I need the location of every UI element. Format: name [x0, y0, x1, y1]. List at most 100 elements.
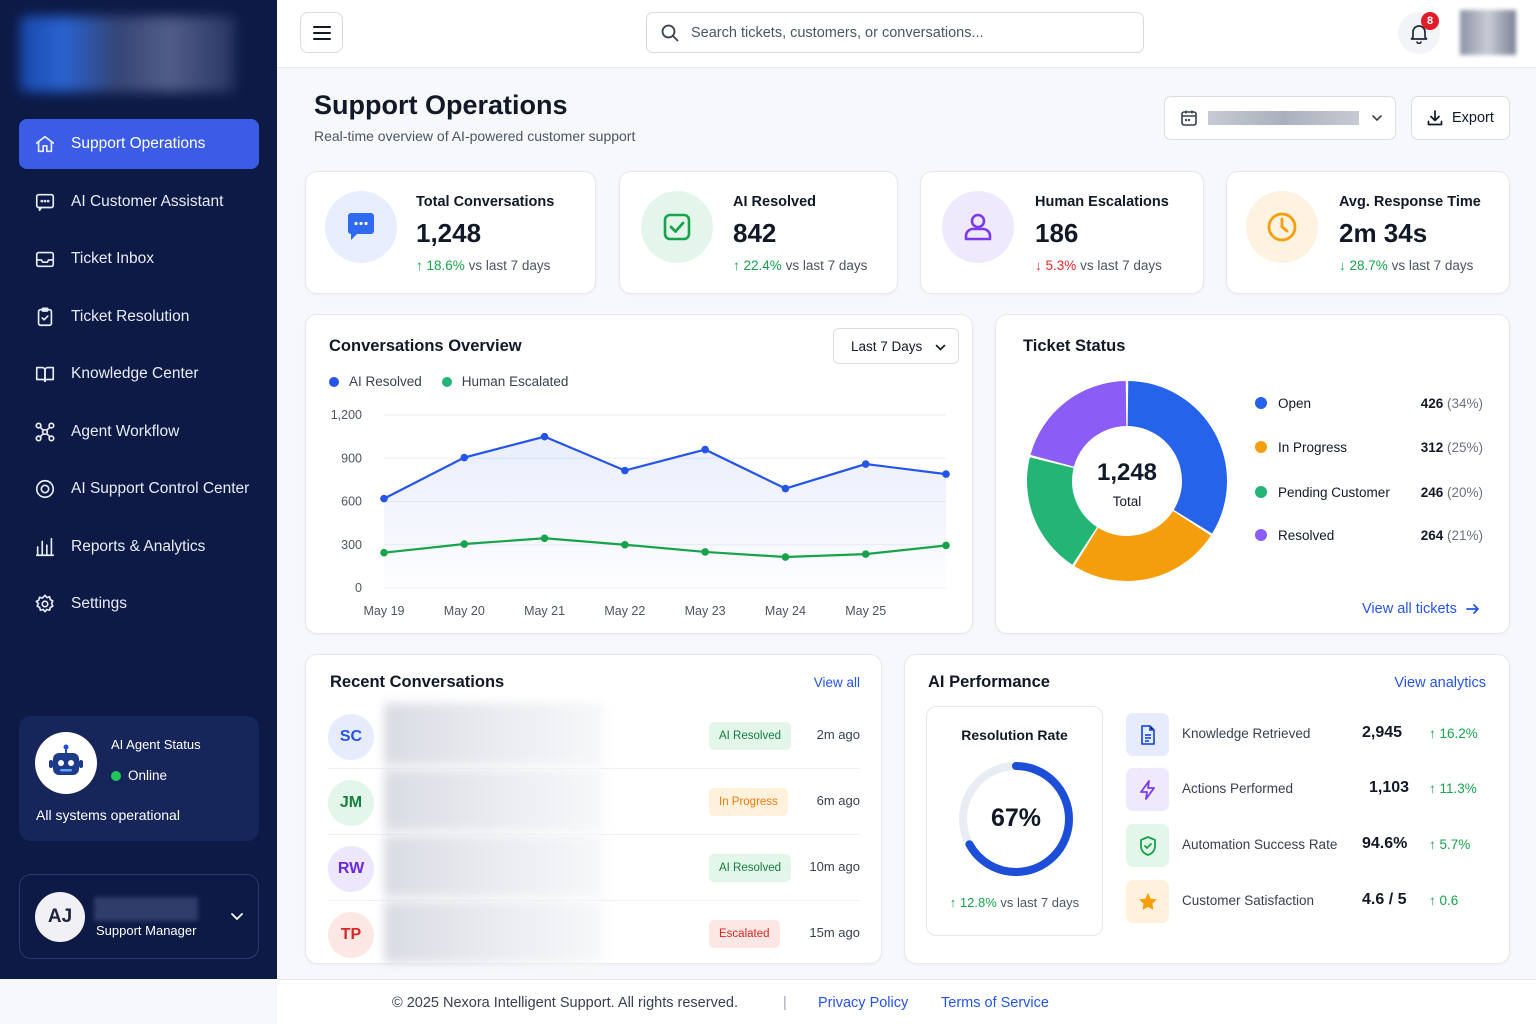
conversation-avatar: TP: [328, 912, 374, 958]
view-all-link[interactable]: View all: [813, 675, 860, 690]
agent-status-message: All systems operational: [36, 807, 180, 823]
page-subtitle: Real-time overview of AI-powered custome…: [314, 128, 636, 144]
data-point: [701, 548, 709, 556]
conversation-avatar: SC: [328, 714, 374, 760]
conversation-row[interactable]: JM In Progress 6m ago: [328, 769, 860, 835]
sidebar-item-label: Settings: [71, 595, 128, 612]
status-count: 246: [1420, 484, 1444, 500]
range-select[interactable]: Last 7 Days: [833, 328, 959, 364]
sidebar-item-ai-support-control-center[interactable]: AI Support Control Center: [19, 464, 259, 514]
stat-card-total-conversations: Total Conversations 1,248 ↑ 18.6% vs las…: [305, 171, 596, 294]
area-fill-ai-resolved: [384, 436, 946, 588]
stat-delta-value: 18.6%: [426, 258, 465, 273]
status-value: 426 (34%): [1421, 396, 1483, 411]
metric-label: Customer Satisfaction: [1182, 893, 1315, 908]
data-point: [621, 540, 629, 549]
footer: © 2025 Nexora Intelligent Support. All r…: [277, 979, 1536, 1024]
donut-chart: [1027, 381, 1228, 582]
status-value: 312 (25%): [1421, 440, 1483, 455]
view-all-tickets-link[interactable]: View all tickets: [1362, 601, 1480, 617]
search-icon: [661, 24, 679, 41]
series-line: [383, 435, 947, 500]
menu-toggle-button[interactable]: [300, 12, 343, 53]
resolution-rate-gauge: [959, 762, 1073, 876]
sidebar-item-knowledge-center[interactable]: Knowledge Center: [19, 349, 259, 399]
sidebar-item-ticket-resolution[interactable]: Ticket Resolution: [19, 292, 259, 342]
metric-delta: ↑ 11.3%: [1429, 781, 1477, 796]
conversation-row[interactable]: SC AI Resolved 2m ago: [328, 703, 860, 769]
privacy-policy-link[interactable]: Privacy Policy: [818, 995, 909, 1011]
star-icon: [1126, 880, 1169, 923]
conversation-row[interactable]: RW AI Resolved 10m ago: [328, 835, 860, 901]
data-point: [380, 548, 388, 557]
sidebar-item-agent-workflow[interactable]: Agent Workflow: [19, 407, 259, 457]
status-pct: (25%): [1446, 439, 1483, 455]
view-analytics-link[interactable]: View analytics: [1394, 675, 1486, 691]
status-label: Resolved: [1278, 527, 1335, 543]
chevron-down-icon[interactable]: [230, 909, 244, 928]
stat-delta: ↑ 18.6% vs last 7 days: [416, 258, 550, 273]
arrow-down-icon: ↓: [1035, 258, 1042, 273]
user-avatar-photo[interactable]: [1460, 10, 1516, 55]
chart-legend: AI Resolved Human Escalated: [329, 374, 568, 389]
donut-slice[interactable]: [1027, 457, 1097, 565]
hamburger-icon: [312, 25, 331, 40]
sidebar-item-ai-customer-assistant[interactable]: AI Customer Assistant: [19, 177, 259, 227]
chevron-down-icon: [935, 344, 946, 351]
workflow-icon: [33, 420, 57, 444]
status-row-resolved[interactable]: Resolved 264 (21%): [1255, 525, 1483, 545]
legend-swatch: [441, 376, 452, 387]
topbar: Search tickets, customers, or conversati…: [277, 0, 1536, 68]
conversation-time: 10m ago: [809, 859, 860, 874]
chat-bubble-icon: [325, 191, 397, 263]
stat-label: AI Resolved: [733, 194, 816, 210]
data-point: [460, 453, 469, 462]
clipboard-check-icon: [33, 305, 57, 329]
gear-icon: [33, 592, 57, 616]
status-row-pending-customer[interactable]: Pending Customer 246 (20%): [1255, 482, 1483, 502]
status-row-in-progress[interactable]: In Progress 312 (25%): [1255, 437, 1483, 457]
donut-slice[interactable]: [1074, 511, 1211, 582]
brand-logo[interactable]: [20, 16, 235, 92]
date-range-picker[interactable]: [1164, 96, 1396, 140]
status-row-open[interactable]: Open 426 (34%): [1255, 393, 1483, 413]
donut-slice[interactable]: [1127, 381, 1228, 534]
status-dot: [1255, 529, 1267, 541]
conversation-time: 2m ago: [816, 727, 860, 742]
terms-of-service-link[interactable]: Terms of Service: [941, 995, 1049, 1011]
sidebar-item-ticket-inbox[interactable]: Ticket Inbox: [19, 234, 259, 284]
status-label: Pending Customer: [1278, 484, 1390, 500]
status-badge: Escalated: [709, 920, 780, 948]
metric-delta-value: 0.6: [1439, 893, 1459, 908]
gauge-progress: [959, 762, 1073, 876]
data-point: [380, 494, 388, 503]
sidebar-item-reports-analytics[interactable]: Reports & Analytics: [19, 522, 259, 572]
arrow-right-icon: [1465, 604, 1479, 614]
status-pct: (20%): [1446, 484, 1483, 500]
data-point: [540, 432, 549, 441]
sidebar-item-support-operations[interactable]: Support Operations: [19, 119, 259, 169]
metric-label: Automation Success Rate: [1182, 837, 1338, 852]
x-tick-label: May 20: [444, 604, 485, 618]
stat-card-avg-response-time: Avg. Response Time 2m 34s ↓ 28.7% vs las…: [1226, 171, 1510, 294]
x-tick-label: May 21: [524, 604, 565, 618]
status-badge: AI Resolved: [709, 854, 792, 882]
conversation-row[interactable]: TP Escalated 15m ago: [328, 901, 860, 967]
status-pct: (21%): [1446, 527, 1483, 543]
donut-slice[interactable]: [1030, 381, 1127, 467]
stat-delta-value: 22.4%: [743, 258, 782, 273]
data-point: [942, 470, 950, 478]
book-icon: [33, 362, 57, 386]
search-input[interactable]: Search tickets, customers, or conversati…: [646, 12, 1144, 53]
status-badge: AI Resolved: [709, 722, 792, 750]
sidebar-item-settings[interactable]: Settings: [19, 579, 259, 629]
user-profile[interactable]: AJ Support Manager: [19, 874, 259, 959]
metric-value: 1,103: [1369, 779, 1410, 796]
card-title: Recent Conversations: [330, 673, 505, 691]
status-value: 264 (21%): [1421, 528, 1483, 543]
stat-value: 2m 34s: [1339, 218, 1428, 248]
delta-value: 12.8%: [959, 895, 997, 910]
export-button[interactable]: Export: [1411, 96, 1510, 140]
sidebar: Support Operations AI Customer Assistant…: [0, 0, 277, 979]
sidebar-item-label: Ticket Inbox: [71, 250, 154, 267]
